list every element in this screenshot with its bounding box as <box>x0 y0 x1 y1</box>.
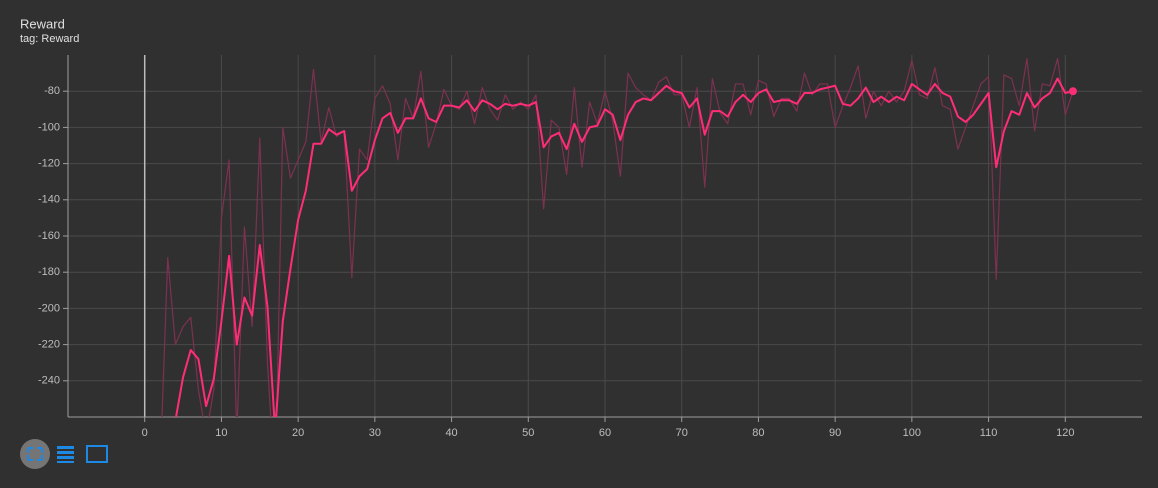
chart-title: Reward <box>20 16 65 31</box>
x-tick-label: 10 <box>215 427 227 439</box>
last-point <box>1068 87 1077 96</box>
series-line <box>175 77 1074 417</box>
x-tick-label: 110 <box>980 427 998 439</box>
x-tick-label: 70 <box>676 427 688 439</box>
x-tick-label: 50 <box>522 427 534 439</box>
x-tick-label: 20 <box>292 427 304 439</box>
y-tick-label: -160 <box>38 230 60 242</box>
x-tick-label: 0 <box>142 427 148 439</box>
chart-subtitle: tag: Reward <box>20 33 79 45</box>
fit-button[interactable] <box>20 439 50 469</box>
y-tick-label: -140 <box>38 194 60 206</box>
log-button[interactable] <box>57 446 74 463</box>
x-tick-label: 80 <box>752 427 764 439</box>
toolbar <box>20 439 108 469</box>
y-tick-label: -120 <box>38 158 60 170</box>
x-tick-label: 100 <box>903 427 921 439</box>
y-tick-label: -200 <box>38 302 60 314</box>
zoom-button[interactable] <box>86 445 108 463</box>
y-tick-label: -80 <box>44 85 60 97</box>
x-tick-label: 60 <box>599 427 611 439</box>
y-tick-label: -100 <box>38 121 60 133</box>
y-tick-label: -240 <box>38 375 60 387</box>
y-tick-label: -180 <box>38 266 60 278</box>
plot-area <box>161 58 1074 417</box>
fit-icon <box>27 447 43 461</box>
x-tick-label: 40 <box>445 427 457 439</box>
x-tick-label: 30 <box>369 427 381 439</box>
x-tick-label: 120 <box>1056 427 1074 439</box>
x-tick-label: 90 <box>829 427 841 439</box>
y-tick-label: -220 <box>38 339 60 351</box>
